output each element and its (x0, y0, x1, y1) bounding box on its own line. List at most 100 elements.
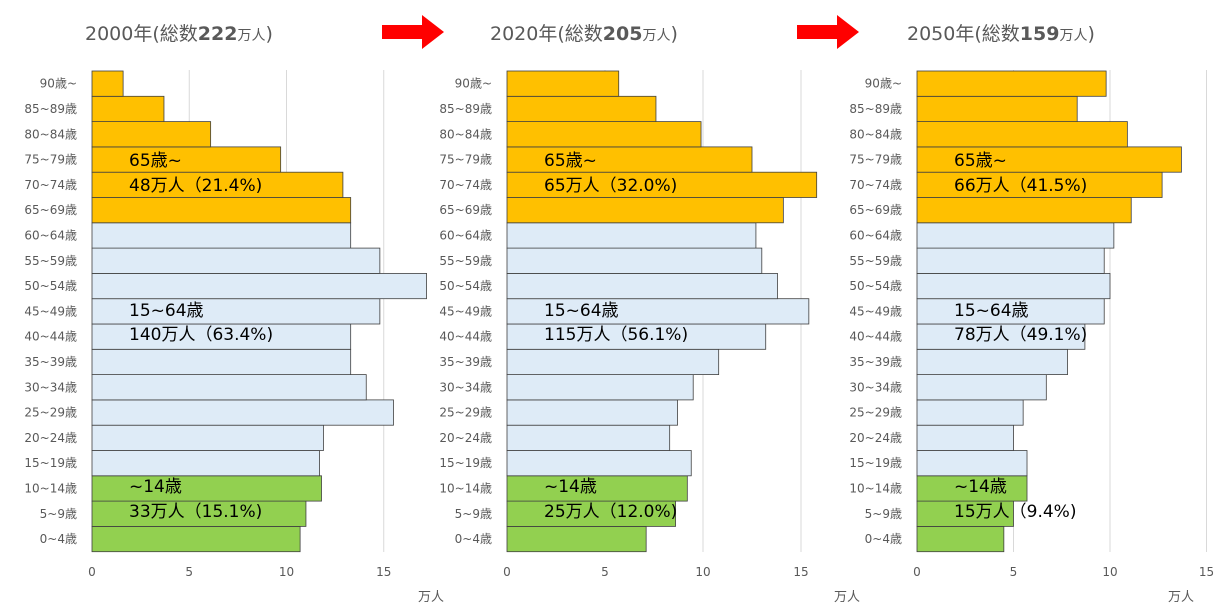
bar-elderly (91, 171, 344, 198)
category-label: 40~44歳 (849, 330, 902, 344)
x-tick-label: 0 (913, 565, 921, 579)
category-label: 0~4歳 (40, 532, 77, 546)
bar-child (91, 500, 307, 527)
category-label: 60~64歳 (24, 228, 77, 242)
bar-working (91, 374, 367, 401)
bar-working (506, 222, 757, 249)
bar-working (91, 424, 324, 451)
chart-title-prefix: 2000年(総数 (85, 23, 198, 45)
annotation-elderly-label: 65歳~ (129, 151, 182, 171)
chart-title: 2000年(総数222万人) (85, 23, 273, 45)
annotation-elderly-label: 65歳~ (954, 151, 1007, 171)
category-label: 20~24歳 (24, 431, 77, 445)
annotation-elderly-label: 65歳~ (544, 151, 597, 171)
annotation-child-label: ~14歳 (544, 477, 597, 497)
category-label: 65~69歳 (439, 203, 492, 217)
bar-working (91, 399, 394, 426)
bar-elderly (916, 121, 1128, 148)
x-tick-label: 15 (1199, 565, 1214, 579)
bar-elderly (506, 70, 620, 97)
category-label: 60~64歳 (849, 228, 902, 242)
bar-working (916, 272, 1111, 300)
x-tick-label: 10 (695, 565, 710, 579)
category-label: 75~79歳 (849, 153, 902, 167)
category-label: 25~29歳 (439, 406, 492, 420)
bar-elderly (506, 146, 753, 173)
bar-working (506, 374, 694, 401)
category-label: 40~44歳 (24, 330, 77, 344)
category-label: 90歳~ (865, 77, 902, 91)
annotation-child-label: ~14歳 (954, 477, 1007, 497)
bar-elderly (916, 197, 1132, 224)
bar-working (506, 272, 778, 300)
annotation-child-value: 25万人（12.0%) (544, 502, 677, 522)
x-tick-label: 5 (185, 565, 193, 579)
annotation-working-label: 15~64歳 (544, 301, 619, 321)
x-tick-label: 0 (503, 565, 511, 579)
chart-title-close: ) (1087, 23, 1094, 45)
bar-working (506, 323, 767, 350)
chart-title: 2050年(総数159万人) (907, 23, 1095, 45)
bar-working (506, 247, 763, 274)
unit-label: 万人 (1168, 590, 1194, 605)
x-tick-label: 15 (793, 565, 808, 579)
category-label: 5~9歳 (865, 507, 902, 521)
category-label: 90歳~ (455, 77, 492, 91)
x-tick-label: 15 (376, 565, 391, 579)
category-label: 20~24歳 (439, 431, 492, 445)
category-label: 10~14歳 (439, 481, 492, 495)
bar-working (916, 399, 1024, 426)
pyramid-chart-1: 2000年(総数222万人)0~4歳5~9歳10~14歳15~19歳20~24歳… (24, 23, 444, 605)
annotation-child-value: 33万人（15.1%) (129, 502, 262, 522)
bar-working (91, 222, 352, 249)
annotation-working-label: 15~64歳 (954, 301, 1029, 321)
category-label: 35~39歳 (24, 355, 77, 369)
bar-working (506, 298, 810, 325)
chart-title-total: 205 (603, 23, 643, 45)
category-label: 10~14歳 (24, 481, 77, 495)
bar-elderly (506, 197, 784, 224)
bar-working (506, 399, 678, 426)
category-label: 80~84歳 (849, 127, 902, 141)
category-label: 25~29歳 (849, 406, 902, 420)
bar-working (916, 247, 1105, 274)
bar-elderly (506, 121, 702, 148)
pyramid-chart-2: 2020年(総数205万人)0~4歳5~9歳10~14歳15~19歳20~24歳… (439, 23, 860, 605)
bar-elderly (91, 70, 124, 97)
bar-working (506, 424, 671, 451)
annotation-working-value: 115万人（56.1%) (544, 325, 688, 345)
unit-label: 万人 (834, 590, 860, 605)
category-label: 45~49歳 (849, 304, 902, 318)
right-arrow-icon (797, 15, 859, 49)
pyramid-chart-3: 2050年(総数159万人)0~4歳5~9歳10~14歳15~19歳20~24歳… (849, 23, 1214, 605)
annotation-elderly-value: 65万人（32.0%) (544, 176, 677, 196)
chart-title-unit: 万人 (237, 28, 265, 44)
category-label: 75~79歳 (24, 153, 77, 167)
chart-title-prefix: 2050年(総数 (907, 23, 1020, 45)
bar-elderly (916, 95, 1078, 123)
x-tick-label: 5 (601, 565, 609, 579)
annotation-child-value: 15万人（9.4%) (954, 502, 1076, 522)
category-label: 40~44歳 (439, 330, 492, 344)
category-label: 35~39歳 (439, 355, 492, 369)
category-label: 90歳~ (40, 77, 77, 91)
x-tick-label: 5 (1010, 565, 1018, 579)
category-label: 85~89歳 (24, 102, 77, 116)
bar-child (506, 500, 676, 527)
chart-title-prefix: 2020年(総数 (490, 23, 603, 45)
category-label: 55~59歳 (849, 254, 902, 268)
category-label: 55~59歳 (24, 254, 77, 268)
unit-label: 万人 (418, 590, 444, 605)
category-label: 15~19歳 (439, 456, 492, 470)
category-label: 85~89歳 (439, 102, 492, 116)
bar-elderly (91, 121, 212, 148)
chart-title: 2020年(総数205万人) (490, 23, 678, 45)
category-label: 60~64歳 (439, 228, 492, 242)
category-label: 5~9歳 (40, 507, 77, 521)
bar-elderly (916, 70, 1107, 97)
chart-title-unit: 万人 (1059, 28, 1087, 44)
bar-child (916, 526, 1005, 553)
category-label: 0~4歳 (865, 532, 902, 546)
right-arrow-icon (382, 15, 444, 49)
